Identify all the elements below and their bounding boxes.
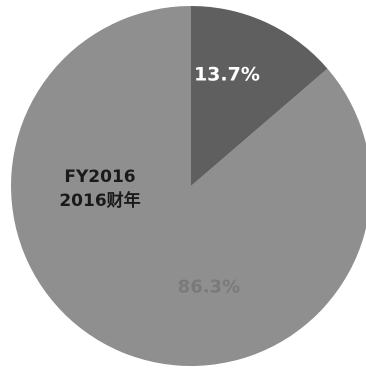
pie-slice-label-2: 86.3% [178,277,240,298]
pie-slice-1 [191,5,328,186]
pie-slice-labels: 13.7% 86.3% [178,63,260,297]
center-label-line1: FY2016 [64,167,135,187]
pie-slice-2 [11,6,366,366]
pie-slice-label-1: 13.7% [194,63,260,85]
pie-slices [11,5,366,366]
pie-center-label: FY2016 2016财年 [59,167,140,211]
center-label-line2: 2016财年 [59,190,140,211]
